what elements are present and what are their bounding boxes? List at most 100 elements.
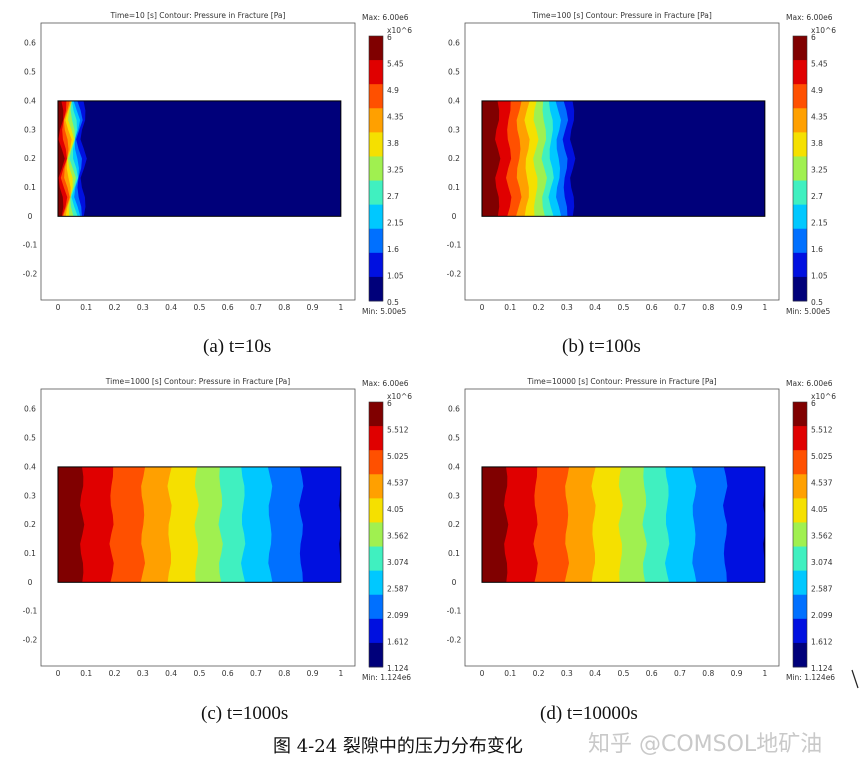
chart-title: Time=10 [s] Contour: Pressure in Fractur… bbox=[110, 11, 286, 20]
colorbar-segment bbox=[369, 36, 383, 61]
colorbar-tick-label: 5.512 bbox=[811, 426, 833, 435]
colorbar-segment bbox=[369, 450, 383, 475]
y-tick-label: 0.5 bbox=[448, 434, 460, 443]
colorbar-tick-label: 5.45 bbox=[387, 60, 404, 69]
colorbar-tick-label: 1.612 bbox=[811, 638, 833, 647]
x-tick-label: 0.8 bbox=[702, 669, 714, 678]
x-tick-label: 1 bbox=[338, 669, 343, 678]
y-tick-label: 0.3 bbox=[448, 125, 460, 134]
pressure-band-0 bbox=[481, 100, 501, 217]
colorbar-segment bbox=[369, 570, 383, 596]
colorbar-tick-label: 1.6 bbox=[387, 245, 399, 254]
colorbar-segment bbox=[793, 132, 807, 157]
colorbar-tick-label: 5.025 bbox=[811, 452, 833, 461]
x-tick-label: 0.7 bbox=[250, 303, 262, 312]
pressure-band-0 bbox=[481, 466, 509, 583]
colorbar-tick-label: 2.099 bbox=[811, 611, 833, 620]
x-tick-label: 0.3 bbox=[561, 669, 573, 678]
colorbar-tick-label: 3.562 bbox=[811, 532, 833, 541]
watermark-text: 知乎 @COMSOL地矿油 bbox=[588, 732, 823, 757]
chart-panel-b: Time=100 [s] Contour: Pressure in Fractu… bbox=[424, 0, 844, 320]
colorbar-tick-label: 1.124 bbox=[811, 664, 833, 673]
colorbar-outline bbox=[368, 401, 384, 668]
stray-mark-icon bbox=[851, 669, 859, 689]
chart-svg-d: Time=10000 [s] Contour: Pressure in Frac… bbox=[447, 377, 837, 682]
y-tick-label: 0 bbox=[28, 212, 33, 221]
colorbar-segment bbox=[793, 570, 807, 596]
colorbar-tick-label: 2.587 bbox=[387, 585, 409, 594]
colorbar-tick-label: 6 bbox=[387, 399, 392, 408]
colorbar-segment bbox=[369, 618, 383, 644]
colorbar-segment bbox=[369, 522, 383, 547]
chart-panel-a: Time=10 [s] Contour: Pressure in Fractur… bbox=[0, 0, 420, 320]
colorbar-tick-label: 4.35 bbox=[811, 113, 828, 122]
x-tick-label: 0.5 bbox=[617, 669, 629, 678]
chart-svg-a: Time=10 [s] Contour: Pressure in Fractur… bbox=[23, 11, 413, 316]
max-label: Max: 6.00e6 bbox=[786, 379, 833, 388]
x-tick-label: 0.3 bbox=[137, 669, 149, 678]
colorbar-tick-label: 3.074 bbox=[811, 558, 833, 567]
colorbar-segment bbox=[369, 108, 383, 133]
chart-title: Time=100 [s] Contour: Pressure in Fractu… bbox=[531, 11, 712, 20]
colorbar-tick-label: 3.074 bbox=[387, 558, 409, 567]
chart-panel-d: Time=10000 [s] Contour: Pressure in Frac… bbox=[424, 366, 844, 686]
x-tick-label: 0.4 bbox=[165, 669, 177, 678]
x-tick-label: 0.9 bbox=[307, 303, 319, 312]
colorbar-tick-label: 3.25 bbox=[811, 166, 828, 175]
y-tick-label: 0.2 bbox=[24, 154, 36, 163]
y-tick-label: 0.1 bbox=[448, 183, 460, 192]
colorbar-tick-label: 1.6 bbox=[811, 245, 823, 254]
colorbar-segment bbox=[793, 252, 807, 278]
y-tick-label: 0.2 bbox=[448, 154, 460, 163]
colorbar-outline bbox=[792, 401, 808, 668]
y-tick-label: -0.2 bbox=[447, 636, 462, 645]
colorbar-tick-label: 2.15 bbox=[387, 219, 404, 228]
y-tick-label: -0.1 bbox=[23, 607, 38, 616]
scale-exponent-label: x10^6 bbox=[387, 26, 412, 35]
x-tick-label: 0 bbox=[56, 303, 61, 312]
colorbar-tick-label: 2.7 bbox=[387, 192, 399, 201]
y-tick-label: -0.2 bbox=[23, 270, 38, 279]
colorbar-segment bbox=[369, 642, 383, 668]
y-tick-label: -0.1 bbox=[447, 241, 462, 250]
colorbar-tick-label: 4.9 bbox=[387, 86, 399, 95]
colorbar-tick-label: 2.7 bbox=[811, 192, 823, 201]
x-tick-label: 0.8 bbox=[278, 303, 290, 312]
y-tick-label: 0.2 bbox=[448, 520, 460, 529]
x-tick-label: 0.6 bbox=[646, 303, 658, 312]
y-tick-label: 0.6 bbox=[448, 405, 460, 414]
y-tick-label: 0.3 bbox=[24, 491, 36, 500]
colorbar-segment bbox=[369, 84, 383, 109]
colorbar-segment bbox=[793, 450, 807, 475]
pressure-band-base bbox=[57, 100, 341, 217]
y-tick-label: -0.2 bbox=[23, 636, 38, 645]
colorbar-segment bbox=[793, 618, 807, 644]
max-label: Max: 6.00e6 bbox=[362, 13, 409, 22]
colorbar bbox=[368, 401, 384, 668]
x-tick-label: 0.8 bbox=[702, 303, 714, 312]
y-tick-label: 0.6 bbox=[24, 39, 36, 48]
min-label: Min: 1.124e6 bbox=[362, 673, 411, 682]
colorbar-segment bbox=[369, 276, 383, 302]
figure-caption: 图 4-24 裂隙中的压力分布变化 bbox=[273, 736, 523, 757]
colorbar-segment bbox=[369, 402, 383, 427]
colorbar-tick-label: 4.537 bbox=[811, 479, 833, 488]
colorbar-tick-label: 3.8 bbox=[387, 139, 399, 148]
colorbar-segment bbox=[369, 60, 383, 85]
min-label: Min: 1.124e6 bbox=[786, 673, 835, 682]
colorbar-segment bbox=[369, 546, 383, 572]
domain-outline bbox=[481, 466, 766, 583]
domain-outline bbox=[57, 466, 342, 583]
pressure-field bbox=[57, 466, 341, 583]
colorbar-segment bbox=[369, 228, 383, 254]
y-tick-label: 0.1 bbox=[24, 549, 36, 558]
caption-a: (a) t=10s bbox=[203, 336, 272, 357]
chart-svg-c: Time=1000 [s] Contour: Pressure in Fract… bbox=[23, 377, 413, 682]
x-tick-label: 0.5 bbox=[193, 669, 205, 678]
y-tick-label: 0.2 bbox=[24, 520, 36, 529]
x-tick-label: 0 bbox=[56, 669, 61, 678]
x-tick-label: 0.2 bbox=[533, 669, 545, 678]
colorbar-tick-label: 4.9 bbox=[811, 86, 823, 95]
y-tick-label: 0.3 bbox=[24, 125, 36, 134]
colorbar-segment bbox=[793, 84, 807, 109]
